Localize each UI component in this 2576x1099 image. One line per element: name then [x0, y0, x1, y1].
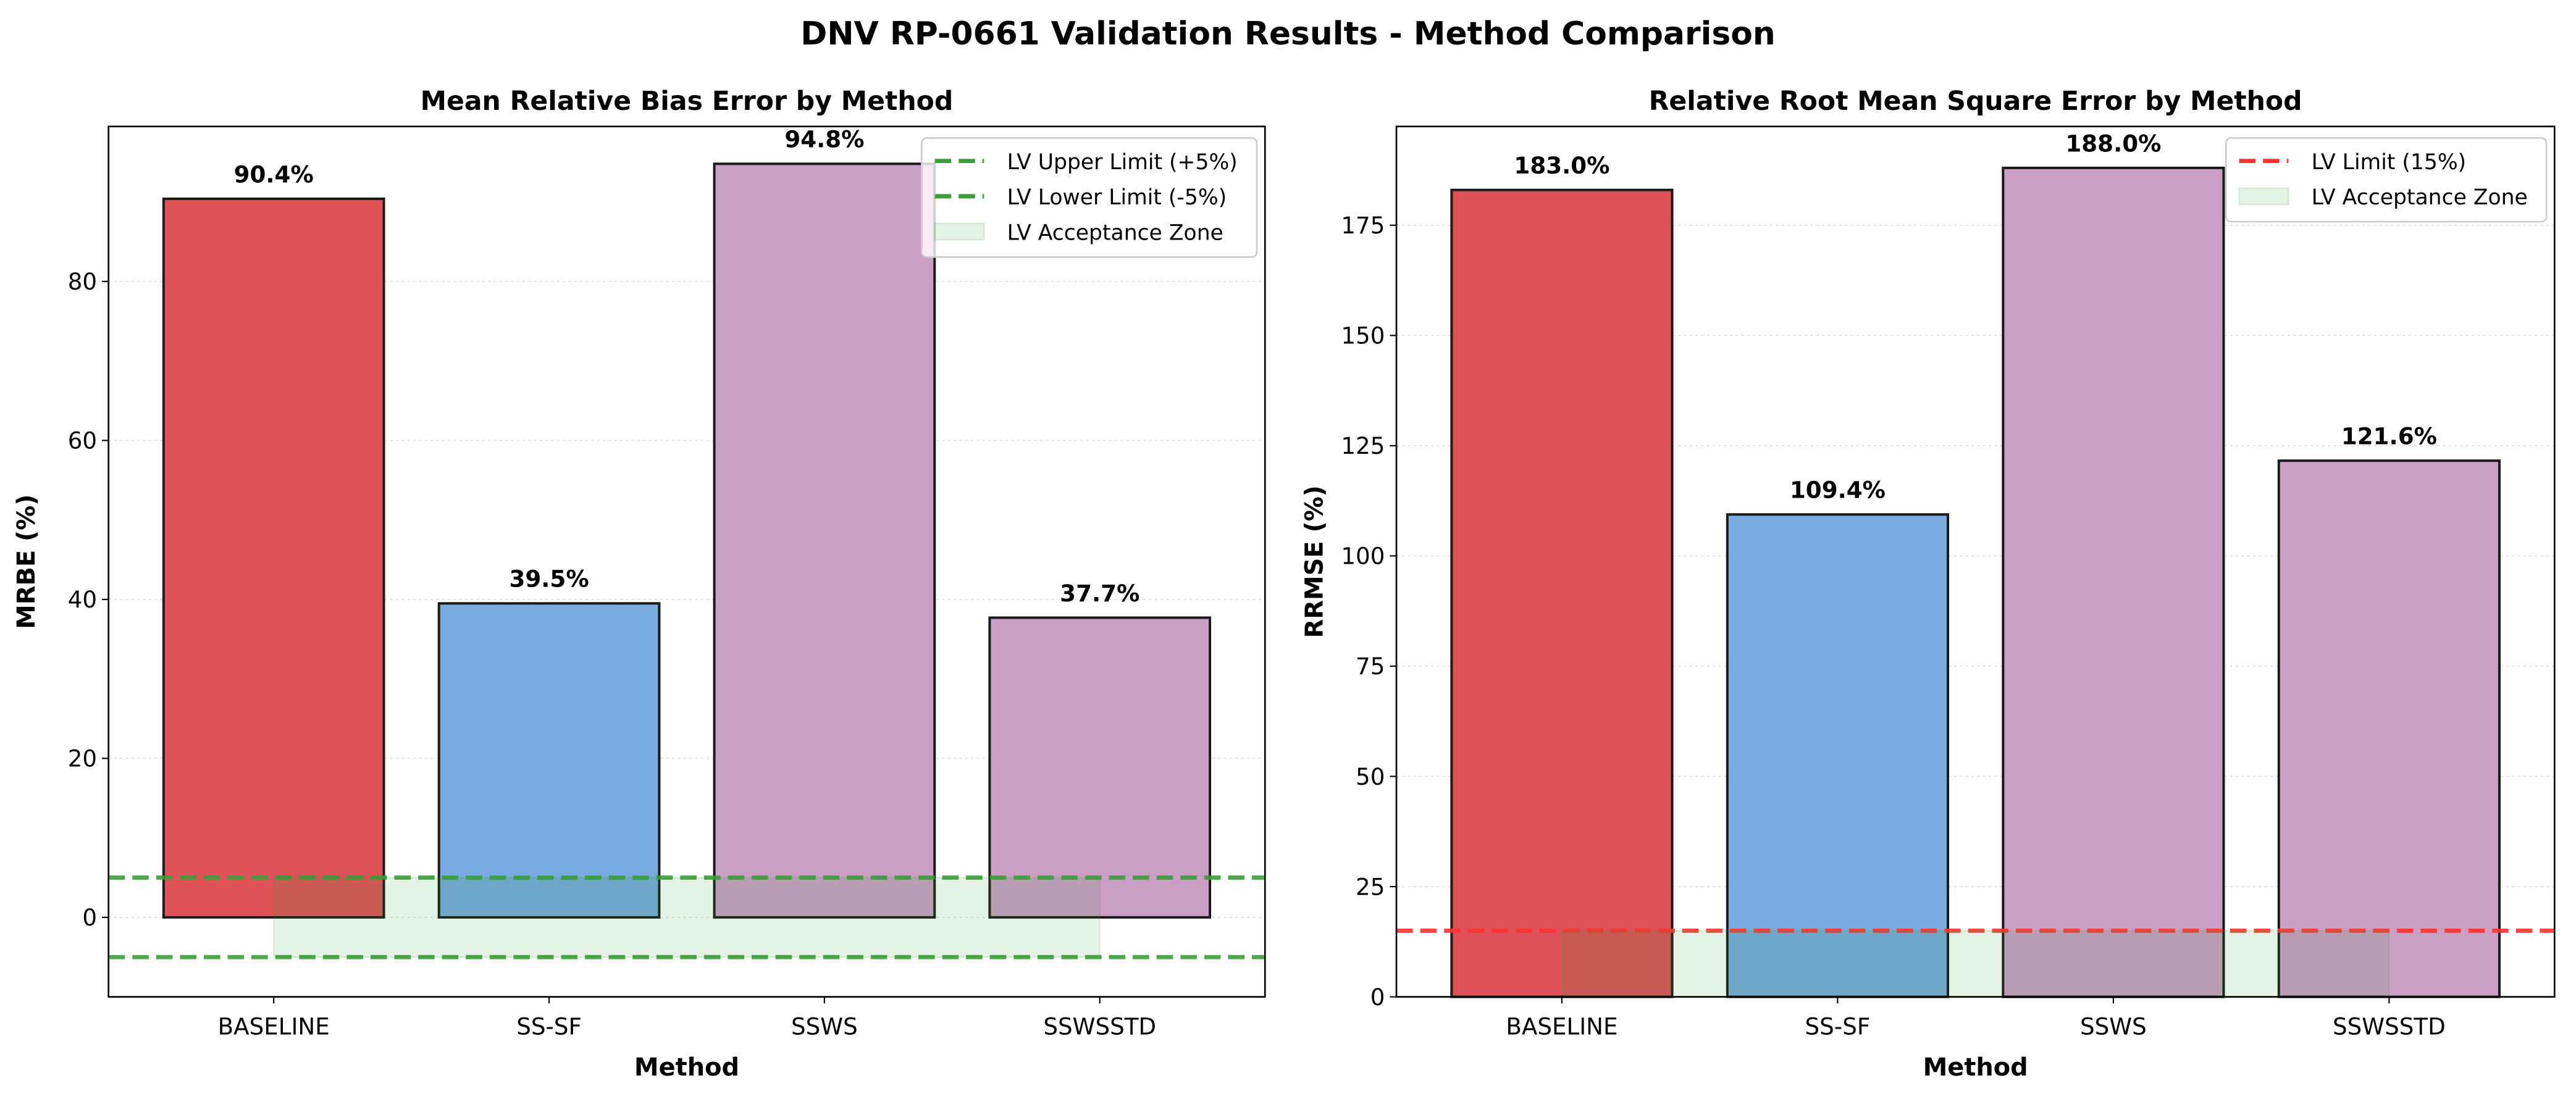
- data-label: 121.6%: [2341, 423, 2437, 450]
- y-tick-label: 80: [68, 268, 97, 295]
- x-tick-label: BASELINE: [1506, 1013, 1617, 1040]
- y-tick-label: 125: [1341, 432, 1385, 459]
- subplot-title: Relative Root Mean Square Error by Metho…: [1649, 86, 2302, 117]
- data-label: 90.4%: [234, 161, 314, 188]
- y-tick-label: 100: [1341, 543, 1385, 570]
- x-axis-label: Method: [634, 1053, 739, 1082]
- bar-sswsstd: [2277, 459, 2501, 998]
- axes-frame: [1395, 125, 2556, 998]
- legend-label: LV Lower Limit (-5%): [1007, 185, 1227, 210]
- data-label: 37.7%: [1060, 580, 1139, 607]
- bar-ssws: [713, 162, 936, 919]
- subplot-title: Mean Relative Bias Error by Method: [421, 86, 954, 117]
- y-tick-label: 40: [68, 586, 97, 613]
- y-tick-label: 175: [1341, 212, 1385, 239]
- x-tick-label: SSWS: [791, 1013, 858, 1040]
- y-tick-label: 0: [1370, 984, 1385, 1011]
- bar-ss-sf: [1726, 513, 1950, 998]
- x-axis-label: Method: [1923, 1053, 2028, 1082]
- legend-swatch-zone: [934, 222, 985, 241]
- x-tick-label: SSWS: [2080, 1013, 2147, 1040]
- x-tick-label: BASELINE: [218, 1013, 330, 1040]
- legend-label: LV Acceptance Zone: [2312, 185, 2528, 210]
- legend-box: [2225, 137, 2548, 223]
- y-tick-label: 25: [1356, 873, 1385, 900]
- x-tick-label: SSWSSTD: [2333, 1013, 2446, 1040]
- y-tick-label: 0: [82, 904, 97, 931]
- legend: LV Limit (15%) LV Acceptance Zone: [2225, 137, 2548, 223]
- bar-baseline: [162, 197, 385, 919]
- legend-label: LV Limit (15%): [2312, 150, 2467, 175]
- axes-frame: [107, 125, 1266, 998]
- acceptance-zone: [272, 877, 1101, 958]
- y-axis-label: MRBE (%): [12, 495, 41, 629]
- y-tick-label: 150: [1341, 322, 1385, 349]
- y-tick-label: 20: [68, 745, 97, 772]
- subplot-2: 0 25 50 75 100 125 150 175 183.0% BASELINE 109.4% S…: [1300, 86, 2556, 1082]
- legend: LV Upper Limit (+5%) LV Lower Limit (-5%)…: [921, 137, 1258, 258]
- bar-ss-sf: [437, 602, 661, 919]
- y-tick-label: 50: [1356, 763, 1385, 790]
- data-label: 188.0%: [2065, 130, 2161, 157]
- y-axis-label: RRMSE (%): [1300, 485, 1328, 638]
- acceptance-zone: [1561, 930, 2390, 998]
- x-tick-label: SS-SF: [516, 1013, 582, 1040]
- bar-baseline: [1450, 188, 1674, 998]
- data-label: 183.0%: [1514, 152, 1609, 179]
- y-tick-label: 60: [68, 427, 97, 454]
- bar-ssws: [2002, 166, 2225, 998]
- bar-sswsstd: [988, 616, 1212, 919]
- data-label: 94.8%: [784, 126, 864, 153]
- x-tick-label: SS-SF: [1805, 1013, 1871, 1040]
- y-tick-label: 75: [1356, 653, 1385, 680]
- figure-suptitle: DNV RP-0661 Validation Results - Method …: [800, 15, 1776, 52]
- subplot-1: 0 20 40 60 80 90.4% BASELINE 39.5% SS-SF 94.8% SSW…: [12, 86, 1266, 1082]
- x-tick-label: SSWSSTD: [1043, 1013, 1156, 1040]
- data-label: 39.5%: [509, 566, 589, 593]
- legend-label: LV Acceptance Zone: [1007, 220, 1223, 245]
- legend-label: LV Upper Limit (+5%): [1007, 150, 1238, 175]
- legend-box: [921, 137, 1258, 258]
- legend-swatch-zone: [2238, 187, 2289, 206]
- data-label: 109.4%: [1790, 477, 1886, 504]
